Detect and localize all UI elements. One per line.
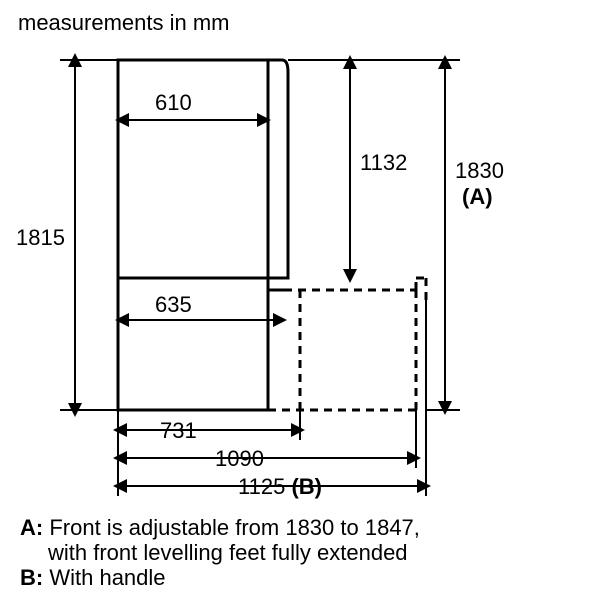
svg-text:610: 610 (155, 90, 192, 115)
svg-text:635: 635 (155, 292, 192, 317)
dim-depth-1125: 1125 (B) (118, 300, 426, 499)
note-A-line2: with front levelling feet fully extended (47, 540, 408, 565)
dim-height-1132: 1132 (288, 60, 407, 276)
svg-text:1132: 1132 (360, 150, 407, 175)
appliance-body (118, 60, 288, 410)
dim-depth-731: 731 (118, 410, 300, 443)
svg-text:1125 (B): 1125 (B) (238, 474, 322, 499)
note-A: A: Front is adjustable from 1830 to 1847… (20, 515, 420, 540)
svg-text:1090: 1090 (215, 446, 264, 471)
dim-height-1830: 1830 (A) (288, 60, 504, 410)
diagram-title: measurements in mm (18, 10, 230, 35)
note-B: B: With handle (20, 565, 166, 590)
svg-text:1815: 1815 (16, 225, 65, 250)
svg-text:(A): (A) (462, 184, 493, 209)
dim-height-1815: 1815 (16, 60, 118, 410)
extended-drawer (268, 278, 426, 410)
dim-width-610: 610 (122, 90, 264, 120)
svg-text:1830: 1830 (455, 158, 504, 183)
svg-text:731: 731 (160, 418, 197, 443)
dim-width-635: 635 (122, 292, 280, 320)
